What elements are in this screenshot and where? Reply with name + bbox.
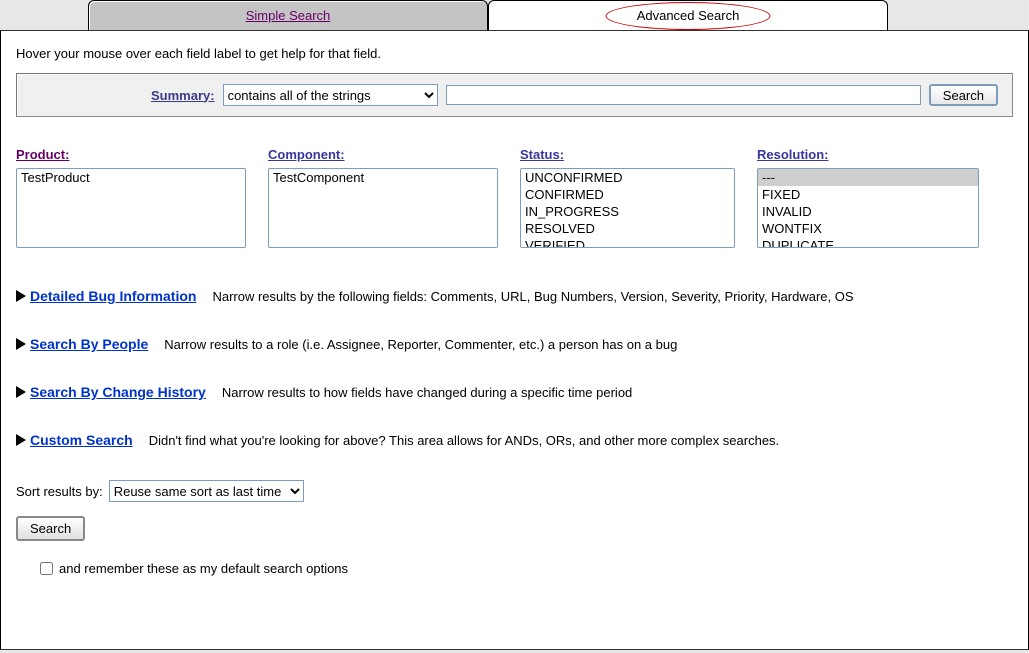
- product-label: Product:: [16, 147, 246, 162]
- tab-advanced-search[interactable]: Advanced Search: [488, 0, 888, 30]
- custom-desc: Didn't find what you're looking for abov…: [149, 433, 779, 448]
- history-desc: Narrow results to how fields have change…: [222, 385, 632, 400]
- sort-row: Sort results by: Reuse same sort as last…: [16, 480, 1013, 502]
- component-column: Component: TestComponent: [268, 147, 498, 248]
- remember-row: and remember these as my default search …: [36, 559, 1013, 578]
- resolution-listbox[interactable]: --- FIXED INVALID WONTFIX DUPLICATE: [757, 168, 979, 248]
- sort-label: Sort results by:: [16, 484, 103, 499]
- status-label: Status:: [520, 147, 735, 162]
- status-column: Status: UNCONFIRMED CONFIRMED IN_PROGRES…: [520, 147, 735, 248]
- expand-icon[interactable]: [16, 290, 26, 302]
- section-custom: Custom Search Didn't find what you're lo…: [16, 432, 1013, 448]
- component-listbox[interactable]: TestComponent: [268, 168, 498, 248]
- status-listbox[interactable]: UNCONFIRMED CONFIRMED IN_PROGRESS RESOLV…: [520, 168, 735, 248]
- simple-search-link[interactable]: Simple Search: [246, 8, 331, 23]
- summary-operator-select[interactable]: contains all of the strings: [223, 84, 438, 106]
- expand-icon[interactable]: [16, 434, 26, 446]
- people-desc: Narrow results to a role (i.e. Assignee,…: [164, 337, 677, 352]
- advanced-search-label: Advanced Search: [637, 8, 740, 23]
- bottom-search-button[interactable]: Search: [16, 516, 85, 541]
- filter-columns: Product: TestProduct Component: TestComp…: [16, 147, 1013, 248]
- resolution-label: Resolution:: [757, 147, 979, 162]
- tab-simple-search[interactable]: Simple Search: [88, 0, 488, 30]
- remember-label: and remember these as my default search …: [59, 561, 348, 576]
- section-history: Search By Change History Narrow results …: [16, 384, 1013, 400]
- content-panel: Hover your mouse over each field label t…: [0, 30, 1029, 650]
- sort-select[interactable]: Reuse same sort as last time: [109, 480, 304, 502]
- custom-search-link[interactable]: Custom Search: [30, 432, 133, 448]
- resolution-column: Resolution: --- FIXED INVALID WONTFIX DU…: [757, 147, 979, 248]
- search-by-change-history-link[interactable]: Search By Change History: [30, 384, 206, 400]
- remember-checkbox[interactable]: [40, 562, 53, 575]
- summary-label: Summary:: [151, 88, 215, 103]
- detailed-desc: Narrow results by the following fields: …: [212, 289, 853, 304]
- component-label: Component:: [268, 147, 498, 162]
- detailed-bug-info-link[interactable]: Detailed Bug Information: [30, 288, 196, 304]
- product-listbox[interactable]: TestProduct: [16, 168, 246, 248]
- summary-search-button[interactable]: Search: [929, 84, 998, 106]
- expand-icon[interactable]: [16, 386, 26, 398]
- search-by-people-link[interactable]: Search By People: [30, 336, 148, 352]
- tab-bar: Simple Search Advanced Search: [88, 0, 1029, 30]
- summary-input[interactable]: [446, 85, 921, 105]
- section-detailed: Detailed Bug Information Narrow results …: [16, 288, 1013, 304]
- expand-icon[interactable]: [16, 338, 26, 350]
- section-people: Search By People Narrow results to a rol…: [16, 336, 1013, 352]
- help-text: Hover your mouse over each field label t…: [16, 46, 1013, 61]
- product-column: Product: TestProduct: [16, 147, 246, 248]
- summary-bar: Summary: contains all of the strings Sea…: [16, 73, 1013, 117]
